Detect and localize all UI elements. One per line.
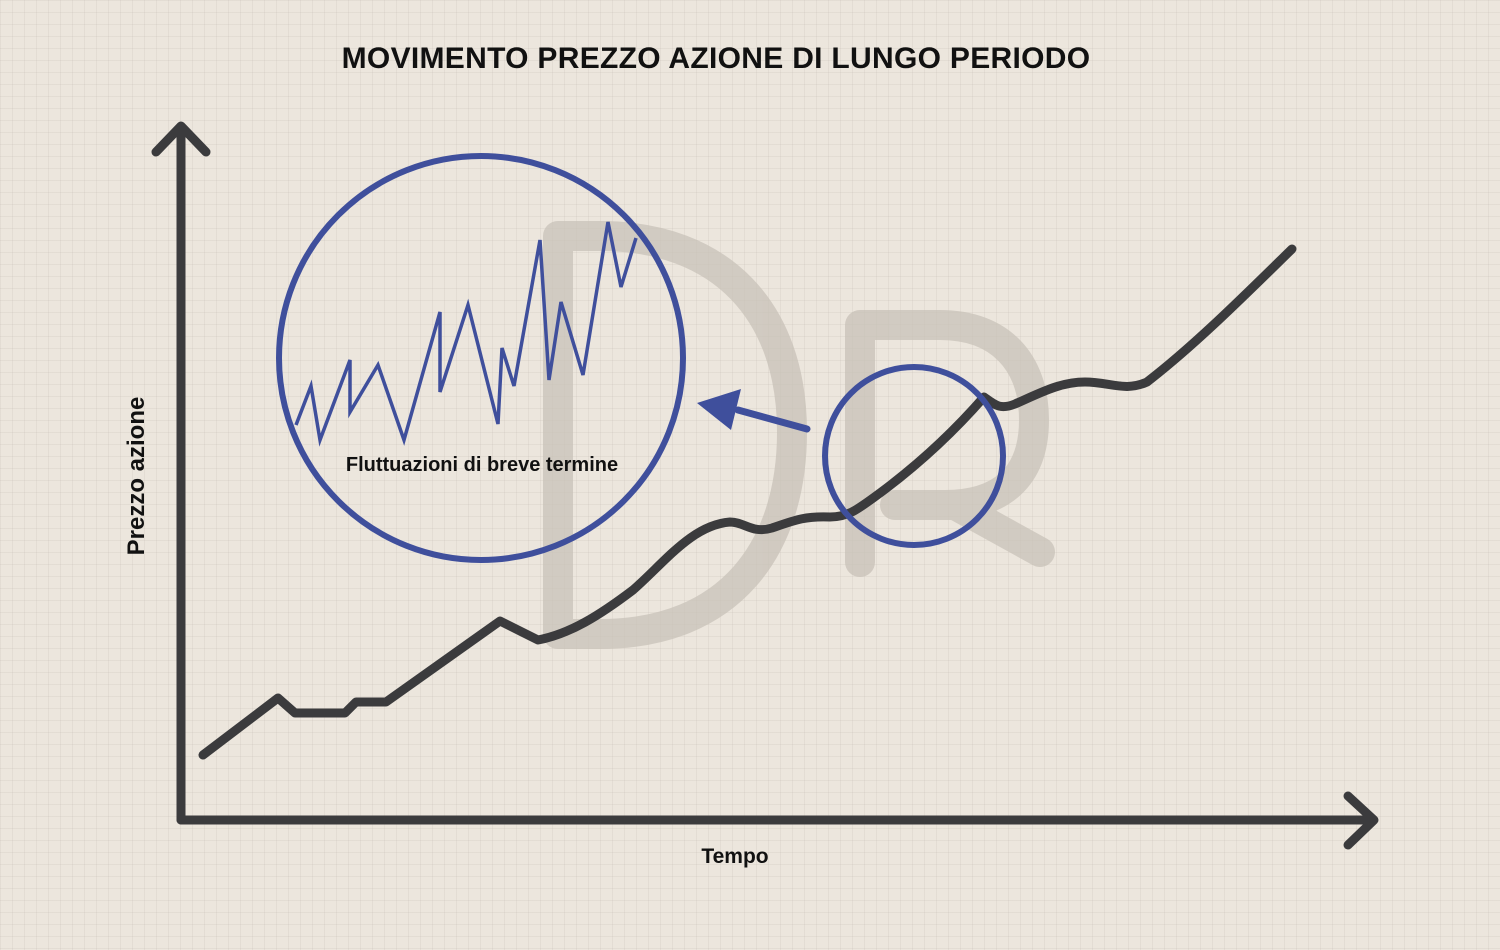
long-term-price-line [198,244,1297,760]
watermark-letter-r [845,310,1055,577]
y-axis-label: Prezzo azione [123,396,150,556]
diagram-title: MOVIMENTO PREZZO AZIONE DI LUNGO PERIODO [341,42,1091,75]
watermark-logo [543,221,1055,649]
short-term-fluctuations-label: Fluttuazioni di breve termine [345,454,619,476]
focus-circle [822,364,1006,548]
axes [151,121,1379,850]
zoom-arrow-shaft [734,406,811,433]
short-term-fluctuation-line [294,221,638,447]
x-axis-label: Tempo [701,845,769,868]
zoom-arrow-head [697,389,741,430]
x-axis-arrowhead [1343,791,1379,850]
magnified-view-circle [276,153,686,563]
y-axis-arrowhead [151,121,211,157]
watermark-letter-d [543,221,807,649]
